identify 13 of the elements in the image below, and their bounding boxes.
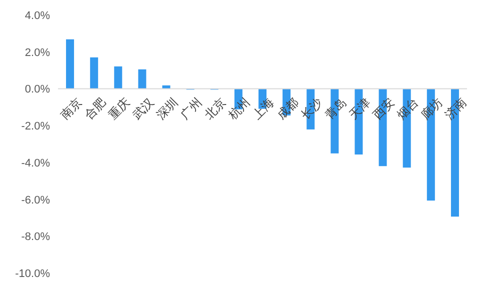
x-tick-label: 成都	[274, 95, 301, 122]
x-tick-label: 长沙	[298, 95, 325, 122]
y-tick-label: 4.0%	[24, 10, 50, 22]
y-tick-label: -2.0%	[21, 120, 50, 133]
x-tick-label: 重庆	[106, 95, 132, 122]
y-tick-label: 0.0%	[24, 84, 50, 96]
y-tick-label: -6.0%	[21, 194, 50, 206]
x-tick-label: 合肥	[82, 95, 108, 122]
y-tick-label: 2.0%	[24, 46, 50, 59]
x-tick-label: 南京	[58, 95, 84, 122]
y-tick-label: -10.0%	[15, 268, 50, 280]
y-tick-label: -4.0%	[21, 157, 50, 170]
y-tick-label: -8.0%	[21, 231, 50, 244]
